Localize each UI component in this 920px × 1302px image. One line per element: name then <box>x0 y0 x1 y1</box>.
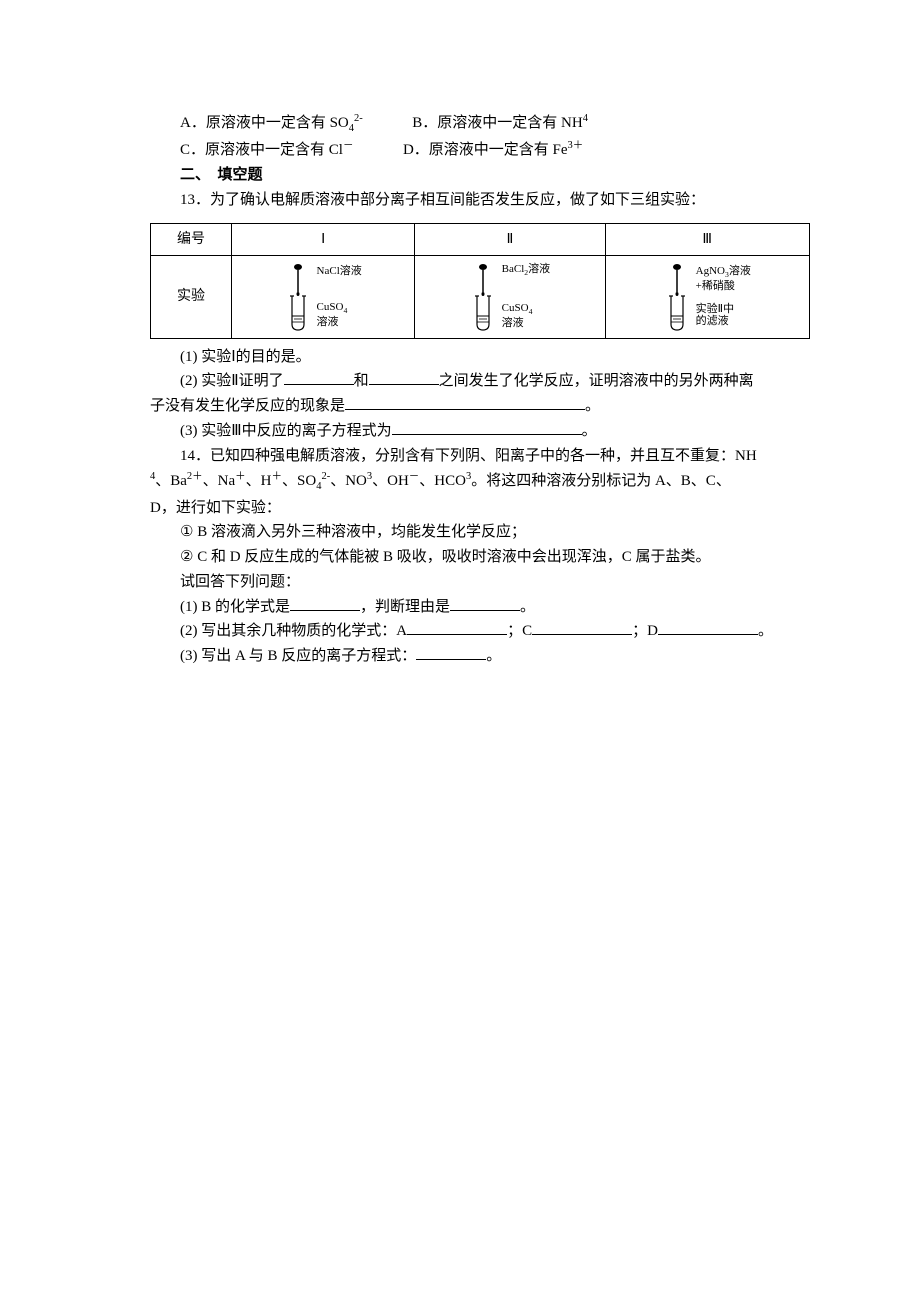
q14-answer-lead: 试回答下列问题： <box>150 570 810 595</box>
cell-2: BaCl2溶液 CuSO4 溶液 <box>415 255 605 338</box>
opt-b: B．原溶液中一定含有 NH4 <box>412 115 588 131</box>
blank <box>658 619 758 635</box>
q14-stem-c: D，进行如下实验： <box>150 496 810 521</box>
blank <box>450 595 520 611</box>
test-tube-icon <box>664 262 690 332</box>
c3-bot2: 的滤液 <box>696 315 729 328</box>
c2-bot2: 溶液 <box>502 317 524 330</box>
q13-3: (3) 实验Ⅲ中反应的离子方程式为。 <box>150 419 810 444</box>
th-2: Ⅱ <box>415 223 605 255</box>
c1-top: NaCl溶液 <box>317 265 362 278</box>
c2-top: BaCl2溶液 <box>502 263 550 278</box>
th-1: Ⅰ <box>232 223 415 255</box>
blank <box>532 619 632 635</box>
blank <box>407 619 507 635</box>
q14-2: (2) 写出其余几种物质的化学式：A；C；D。 <box>150 619 810 644</box>
q14-cond-1: ① B 溶液滴入另外三种溶液中，均能发生化学反应； <box>150 520 810 545</box>
c3-top3: +稀硝酸 <box>696 280 735 293</box>
th-0: 编号 <box>151 223 232 255</box>
q14-1: (1) B 的化学式是，判断理由是。 <box>150 595 810 620</box>
opt-line-ab: A．原溶液中一定含有 SO42- B．原溶液中一定含有 NH4 <box>150 110 810 137</box>
opt-c: C．原溶液中一定含有 Cl－ <box>180 142 353 158</box>
opt-line-cd: C．原溶液中一定含有 Cl－ D．原溶液中一定含有 Fe3＋ <box>150 137 810 163</box>
q13-1: (1) 实验Ⅰ的目的是。 <box>150 345 810 370</box>
row-label: 实验 <box>151 255 232 338</box>
th-3: Ⅲ <box>605 223 810 255</box>
q14-cond-2: ② C 和 D 反应生成的气体能被 B 吸收，吸收时溶液中会出现浑浊，C 属于盐… <box>150 545 810 570</box>
c1-bot: CuSO4 <box>317 301 348 316</box>
test-tube-icon <box>285 262 311 332</box>
q14-3: (3) 写出 A 与 B 反应的离子方程式：。 <box>150 644 810 669</box>
q13-stem: 13．为了确认电解质溶液中部分离子相互间能否发生反应，做了如下三组实验： <box>150 188 810 213</box>
q13-2b: 子没有发生化学反应的现象是。 <box>150 394 810 419</box>
c2-bot: CuSO4 <box>502 302 533 317</box>
blank <box>416 644 486 660</box>
cell-3: AgNO3溶液 +稀硝酸 实验Ⅱ中 的滤液 <box>605 255 810 338</box>
q14-stem-b: 4、Ba2＋、Na＋、H＋、SO42-、NO3、OH－、HCO3。将这四种溶液分… <box>150 468 810 495</box>
blank <box>345 394 585 410</box>
c1-bot2: 溶液 <box>317 316 339 329</box>
blank <box>392 419 582 435</box>
opt-d: D．原溶液中一定含有 Fe3＋ <box>403 142 583 158</box>
test-tube-icon <box>470 262 496 332</box>
opt-a: A．原溶液中一定含有 SO42- <box>180 115 363 131</box>
section-2-title: 二、 填空题 <box>150 163 810 188</box>
experiment-table: 编号 Ⅰ Ⅱ Ⅲ 实验 NaCl溶液 <box>150 223 810 339</box>
q14-stem-a: 14．已知四种强电解质溶液，分别含有下列阴、阳离子中的各一种，并且互不重复：NH <box>150 444 810 469</box>
cell-1: NaCl溶液 CuSO4 溶液 <box>232 255 415 338</box>
c3-top: AgNO3溶液 <box>696 265 751 280</box>
blank <box>369 369 439 385</box>
c3-bot1: 实验Ⅱ中 <box>696 303 734 316</box>
blank <box>290 595 360 611</box>
blank <box>284 369 354 385</box>
q13-2a: (2) 实验Ⅱ证明了和之间发生了化学反应，证明溶液中的另外两种离 <box>150 369 810 394</box>
